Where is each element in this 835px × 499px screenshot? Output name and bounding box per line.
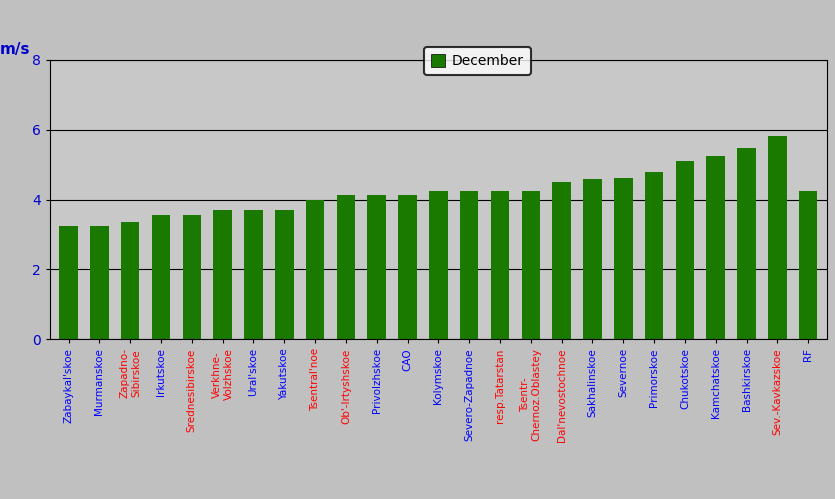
Bar	[737, 148, 756, 339]
Bar	[614, 178, 633, 339]
Bar	[214, 210, 232, 339]
Bar	[460, 191, 478, 339]
Bar	[90, 226, 109, 339]
Bar	[553, 182, 571, 339]
Bar	[337, 195, 355, 339]
Bar	[676, 161, 694, 339]
Bar	[367, 195, 386, 339]
Bar	[306, 200, 324, 339]
Bar	[583, 179, 602, 339]
Bar	[706, 156, 725, 339]
Bar	[121, 223, 139, 339]
Bar	[59, 226, 78, 339]
Bar	[152, 215, 170, 339]
Bar	[799, 191, 817, 339]
Bar	[275, 210, 294, 339]
Bar	[244, 210, 263, 339]
Text: m/s: m/s	[0, 42, 30, 57]
Bar	[645, 172, 663, 339]
Bar	[491, 191, 509, 339]
Bar	[522, 191, 540, 339]
Bar	[183, 215, 201, 339]
Bar	[768, 136, 787, 339]
Bar	[398, 195, 417, 339]
Legend: December: December	[424, 47, 530, 75]
Bar	[429, 191, 448, 339]
